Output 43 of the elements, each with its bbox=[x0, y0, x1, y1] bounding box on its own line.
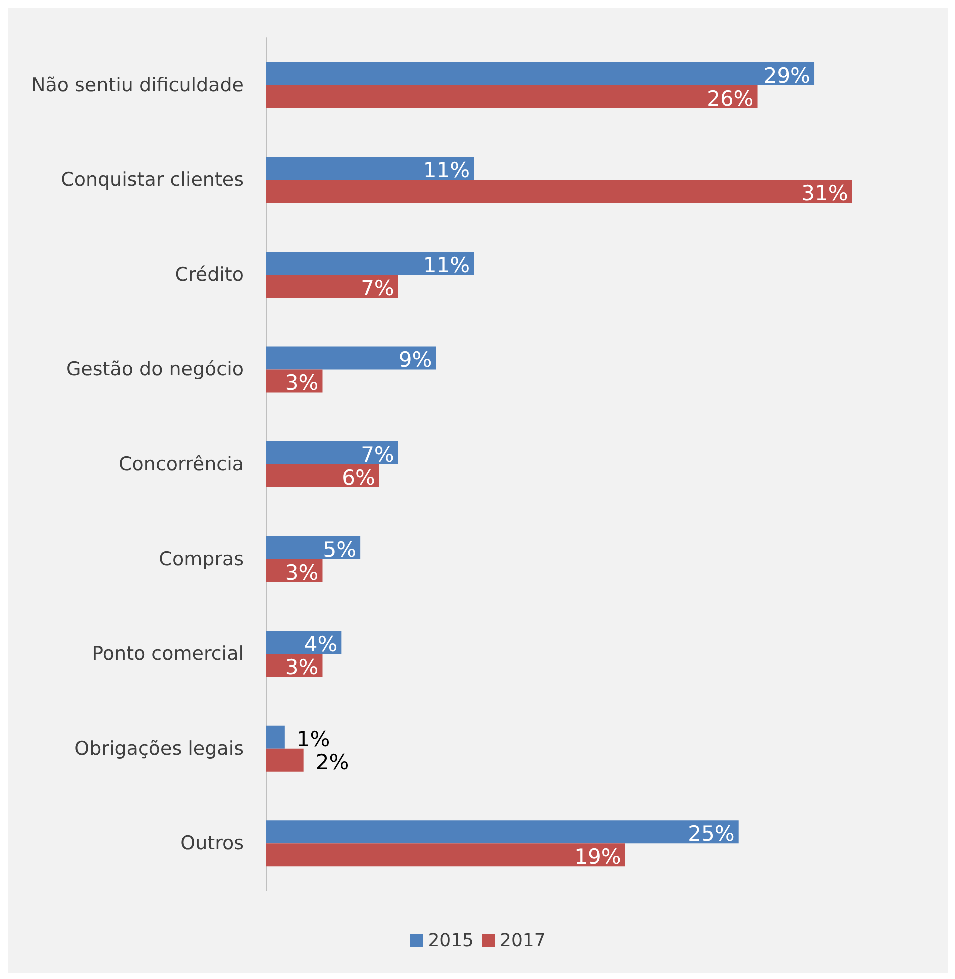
bar bbox=[266, 442, 398, 464]
legend-label: 2017 bbox=[500, 930, 546, 952]
data-label: 3% bbox=[285, 656, 319, 680]
bar bbox=[266, 157, 474, 180]
data-label: 7% bbox=[361, 443, 394, 467]
bar bbox=[266, 180, 852, 204]
data-label: 1% bbox=[296, 727, 330, 752]
bar bbox=[266, 62, 815, 86]
data-label: 7% bbox=[361, 276, 394, 300]
y-tick-label: Obrigações legais bbox=[74, 738, 244, 760]
bar bbox=[266, 85, 758, 108]
bar bbox=[266, 274, 398, 298]
data-label: 19% bbox=[574, 845, 622, 870]
data-label: 4% bbox=[304, 632, 338, 657]
data-label: 9% bbox=[398, 348, 432, 372]
y-tick-label: Conquistar clientes bbox=[61, 169, 244, 192]
data-label: 2% bbox=[316, 750, 350, 774]
bar bbox=[266, 252, 474, 275]
data-label: 25% bbox=[688, 822, 735, 846]
bar bbox=[266, 536, 361, 560]
y-tick-label: Não sentiu dificuldade bbox=[32, 74, 244, 96]
bar bbox=[266, 844, 626, 867]
y-tick-label: Concorrência bbox=[119, 454, 244, 476]
data-label: 31% bbox=[802, 182, 848, 206]
data-label: 26% bbox=[707, 86, 754, 111]
data-label: 3% bbox=[285, 560, 319, 585]
data-label: 5% bbox=[323, 538, 357, 562]
y-tick-label: Outros bbox=[180, 832, 244, 855]
bar bbox=[266, 820, 739, 844]
bar bbox=[266, 346, 436, 370]
data-label: 3% bbox=[285, 371, 319, 396]
y-tick-label: Ponto comercial bbox=[92, 643, 244, 666]
data-label: 11% bbox=[423, 253, 470, 278]
bar bbox=[266, 748, 304, 772]
legend-label: 2015 bbox=[428, 930, 474, 952]
data-label: 6% bbox=[342, 466, 376, 490]
bar bbox=[266, 726, 285, 749]
y-tick-label: Gestão do negócio bbox=[66, 358, 244, 381]
y-tick-label: Crédito bbox=[175, 264, 244, 286]
data-label: 29% bbox=[764, 64, 811, 88]
bar bbox=[266, 464, 380, 488]
y-tick-label: Compras bbox=[159, 548, 244, 570]
data-label: 11% bbox=[423, 158, 470, 183]
